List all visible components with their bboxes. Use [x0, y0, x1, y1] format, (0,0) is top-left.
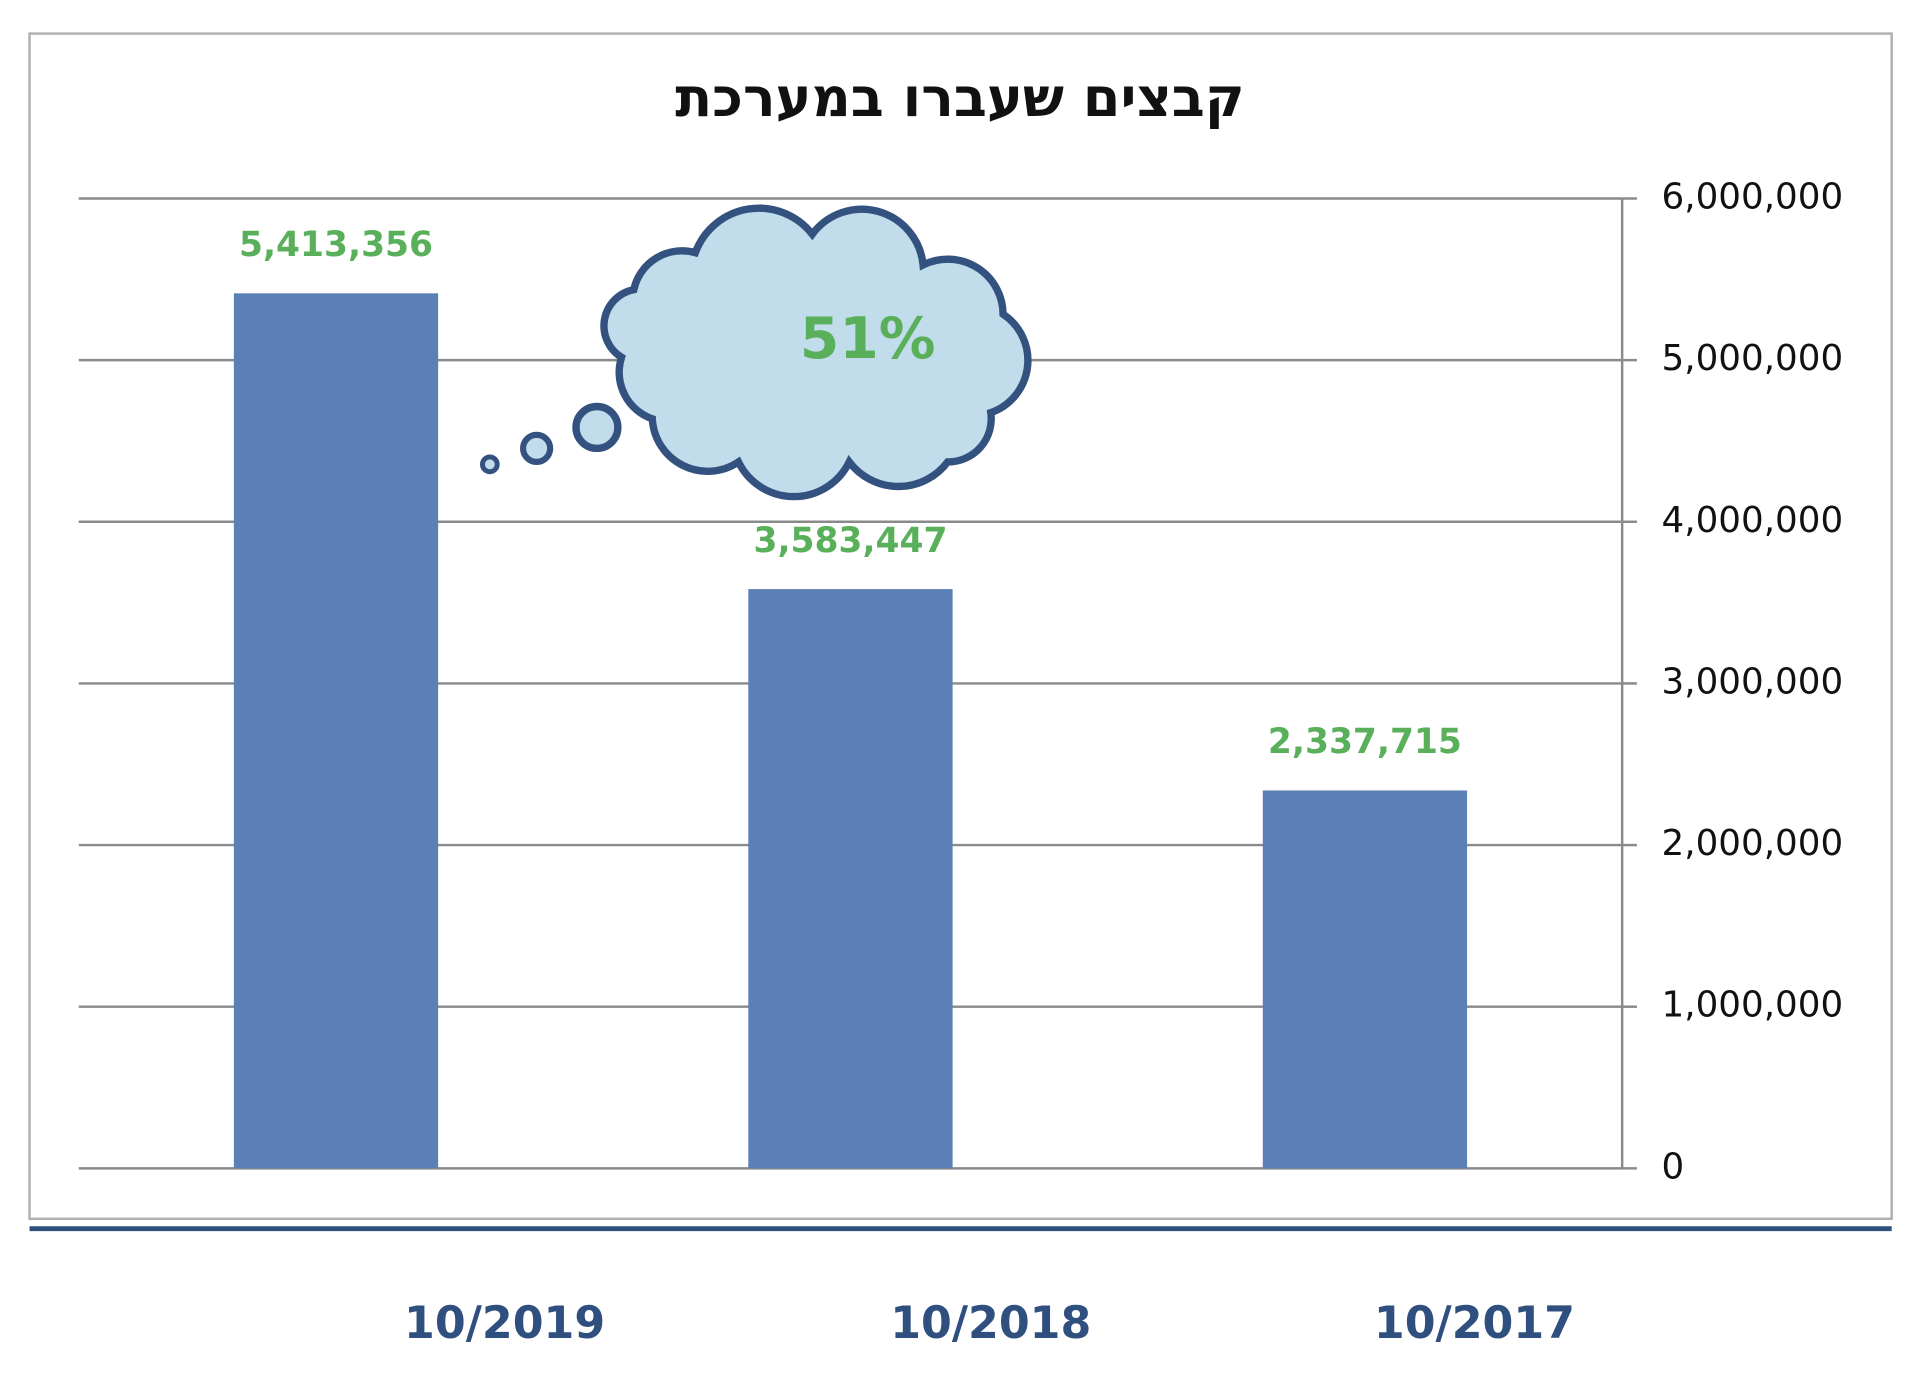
grid: 0 1,000,000 2,000,000 3,000,000 4,000,000 5,0… [78, 177, 1844, 1187]
thought-cloud: 51% [480, 204, 1032, 501]
value-label: 5,413,356 [239, 225, 433, 265]
y-tick-label: 0 [1662, 1146, 1685, 1187]
chart-title: קבצים שעברו במערכת [675, 66, 1244, 129]
y-tick-label: 4,000,000 [1662, 500, 1844, 541]
cloud-bubble [480, 454, 500, 475]
y-tick-label: 2,000,000 [1662, 823, 1844, 864]
x-tick-label: 10/2018 [890, 1298, 1091, 1349]
bar [233, 293, 439, 1169]
value-label: 2,337,715 [1268, 722, 1462, 762]
annotation: 51% [800, 306, 936, 372]
y-tick-label: 6,000,000 [1662, 177, 1844, 218]
cloud [600, 204, 1032, 501]
cloud-bubble [572, 402, 622, 453]
y-tick-label: 1,000,000 [1662, 985, 1844, 1026]
value-label: 3,583,447 [753, 521, 947, 561]
cloud-bubble [520, 431, 554, 465]
x-tick-label: 10/2017 [1374, 1298, 1575, 1349]
bar [748, 589, 953, 1169]
bars: 5,413,356 3,583,447 2,337,715 [233, 225, 1468, 1169]
x-tick-label: 10/2019 [404, 1298, 605, 1349]
y-tick-label: 3,000,000 [1662, 661, 1844, 702]
y-tick-label: 5,000,000 [1662, 338, 1844, 379]
bar [1262, 790, 1468, 1169]
